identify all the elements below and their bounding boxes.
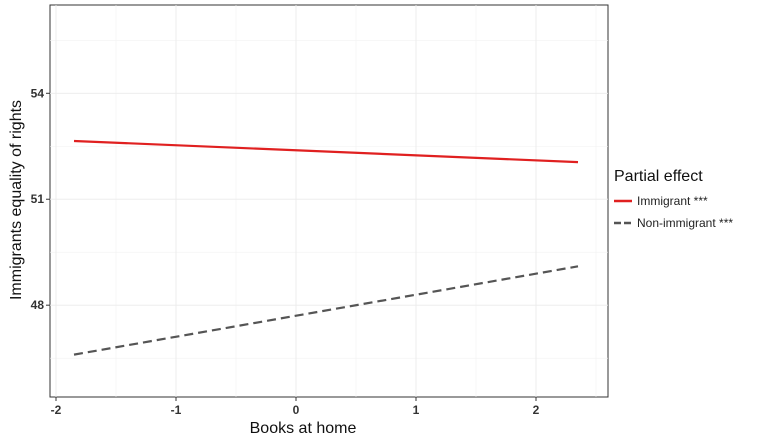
x-axis-title: Books at home [250, 420, 357, 437]
legend-item: Non-immigrant *** [614, 216, 733, 230]
gridlines [50, 5, 608, 397]
series-layer [73, 139, 579, 356]
y-tick-label: 48 [31, 298, 45, 312]
legend-title: Partial effect [614, 168, 703, 185]
y-tick-label: 51 [31, 192, 45, 206]
legend-label: Non-immigrant *** [637, 216, 733, 230]
legend-item: Immigrant *** [614, 194, 708, 208]
y-axis: 48 51 54 [31, 86, 50, 312]
x-tick-label: -1 [171, 403, 182, 417]
y-axis-title: Immigrants equality of rights [8, 100, 25, 300]
x-tick-label: 2 [533, 403, 540, 417]
legend-label: Immigrant *** [637, 194, 708, 208]
y-tick-label: 54 [31, 86, 45, 100]
series-line-non-immigrant [73, 265, 579, 356]
x-tick-label: -2 [51, 403, 62, 417]
x-tick-label: 1 [413, 403, 420, 417]
plot-panel [49, 4, 609, 398]
legend: Partial effect Immigrant *** Non-immigran… [614, 168, 733, 230]
x-tick-label: 0 [293, 403, 300, 417]
series-line-immigrant [73, 139, 579, 164]
x-axis: -2 -1 0 1 2 [51, 397, 540, 417]
